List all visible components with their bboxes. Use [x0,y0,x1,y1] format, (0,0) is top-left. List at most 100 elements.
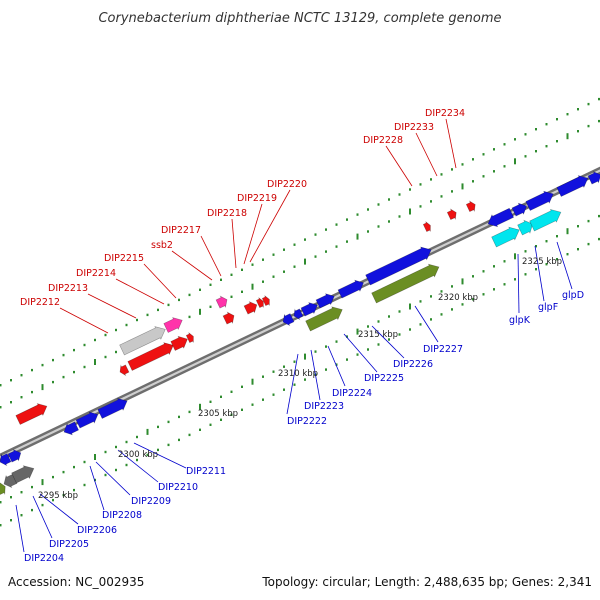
tick-mark [346,335,348,338]
tick-mark [514,158,516,165]
tick-mark [230,413,233,416]
gene-arrow [185,332,194,344]
tick-mark [556,235,558,238]
tick-mark [241,385,243,388]
tick-mark [335,223,338,226]
gene-arrow [0,453,12,467]
tick-mark [220,278,222,281]
tick-mark [94,359,96,365]
gene-arrow [293,308,304,321]
scale-label: 2300 kbp [118,450,158,460]
tick-mark [587,124,590,128]
tick-mark [577,130,579,133]
tick-mark [136,435,138,439]
tick-mark [587,102,590,106]
tick-mark [377,320,380,323]
leader-line [143,263,177,299]
leader-line [87,293,137,319]
gene-arrow [511,202,528,217]
tick-mark [283,365,285,368]
tick-mark [125,463,128,467]
tick-mark [493,288,495,291]
tick-mark [419,183,422,186]
tick-mark [178,438,180,442]
tick-mark [514,138,516,141]
tick-mark [461,278,464,285]
tick-mark [188,315,191,319]
gene-arrow [163,317,183,333]
gene-arrow [337,279,364,299]
tick-mark [461,183,464,190]
gene-label: DIP2209 [131,496,171,507]
tick-mark [335,340,338,343]
tick-mark [31,368,33,372]
tick-mark [251,403,254,406]
tick-mark [535,150,537,153]
tick-mark [10,496,12,499]
scale-label: 2325 kbp [522,257,562,267]
tick-mark [52,498,54,502]
gene-label: DIP2226 [393,359,433,370]
tick-mark [0,406,2,409]
tick-mark [10,519,12,522]
gene-label: glpD [562,290,584,301]
tick-mark [356,233,359,240]
tick-mark [430,318,432,321]
tick-mark [377,203,380,206]
label-leader-lines [15,118,573,553]
tick-mark [125,323,128,327]
tick-mark [545,263,548,266]
tick-mark [524,133,527,136]
leader-line [171,250,213,281]
gene-label: DIP2213 [48,283,88,294]
tick-mark [566,228,569,235]
tick-mark [251,378,254,385]
tick-mark [272,253,275,256]
gene-arrow [170,335,188,351]
tick-mark [430,200,432,203]
tick-mark [356,213,359,216]
tick-mark [146,453,149,457]
leader-line [200,235,222,277]
tick-mark [566,253,569,256]
gene-label: DIP2219 [237,193,277,204]
tick-mark [398,215,401,218]
tick-mark [20,514,23,517]
tick-mark [220,418,222,421]
gene-arrow [465,200,476,213]
gene-features [0,171,600,496]
tick-mark [482,153,485,156]
accession-text: Accession: NC_002935 [8,575,144,589]
gene-arrow [446,208,457,221]
tick-mark [73,488,75,492]
tick-mark [188,293,191,297]
tick-mark [115,350,117,354]
map-title: Corynebacterium diphtheriae NCTC 13129, … [98,11,501,26]
tick-mark [398,333,401,336]
tick-mark [62,493,65,497]
tick-mark [514,278,516,281]
tick-mark [272,393,275,396]
gene-label: DIP2227 [423,344,463,355]
gene-arrow [487,207,515,228]
tick-mark [430,295,432,298]
tick-mark [251,263,254,266]
tick-mark [230,295,233,298]
tick-mark [598,214,600,218]
tick-mark [209,400,212,403]
tick-mark [493,265,495,268]
tick-mark [503,283,506,286]
scale-label: 2305 kbp [198,409,238,419]
gene-arrow [127,342,174,371]
tick-mark [157,448,159,452]
tick-mark [566,133,569,140]
gene-label: DIP2223 [304,401,344,412]
leader-line [327,345,346,387]
tick-mark [503,165,506,168]
tick-mark [230,273,233,276]
tick-mark [167,303,170,307]
gene-arrow [315,293,335,309]
tick-mark [335,245,338,248]
scale-label: 2295 kbp [38,491,78,501]
tick-mark [199,403,201,410]
